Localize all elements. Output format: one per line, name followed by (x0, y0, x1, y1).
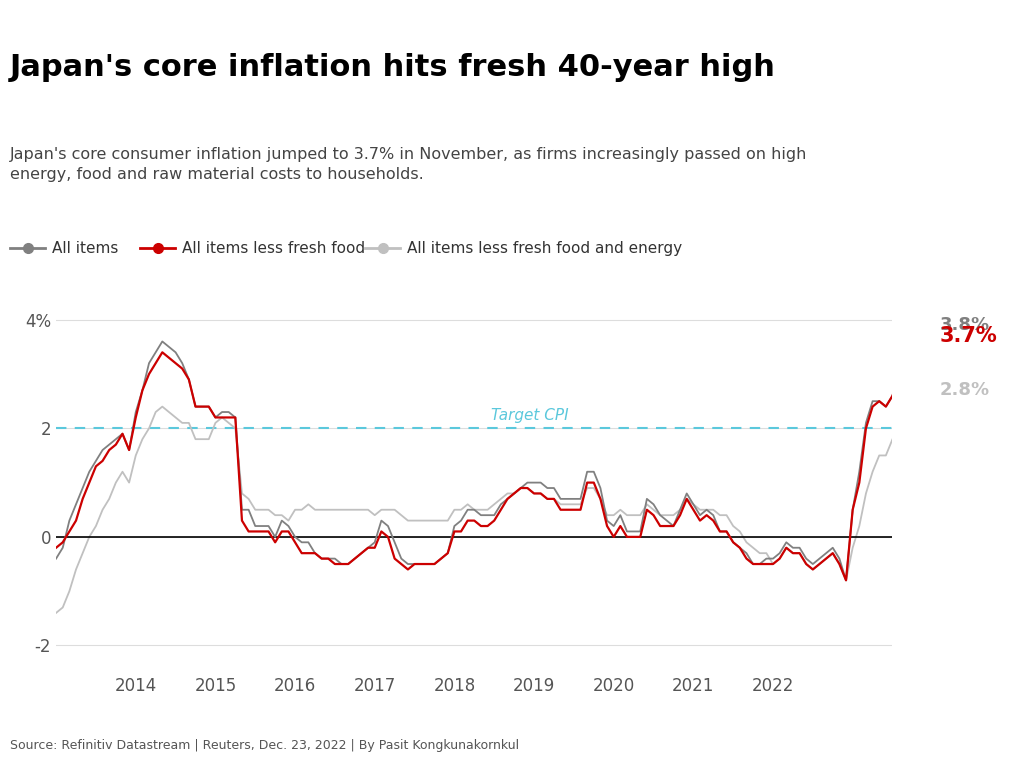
Text: Japan's core inflation hits fresh 40-year high: Japan's core inflation hits fresh 40-yea… (10, 53, 775, 82)
Text: 3.7%: 3.7% (940, 326, 997, 346)
Text: All items less fresh food: All items less fresh food (182, 241, 365, 256)
Text: images (1288×800): images (1288×800) (446, 18, 573, 31)
Text: Source: Refinitiv Datastream | Reuters, Dec. 23, 2022 | By Pasit Kongkunakornkul: Source: Refinitiv Datastream | Reuters, … (10, 739, 519, 752)
Text: 3.8%: 3.8% (940, 316, 989, 334)
Text: Japan's core consumer inflation jumped to 3.7% in November, as firms increasingl: Japan's core consumer inflation jumped t… (10, 147, 807, 182)
Text: All items: All items (52, 241, 118, 256)
Text: All items less fresh food and energy: All items less fresh food and energy (407, 241, 682, 256)
Text: Target CPI: Target CPI (490, 408, 569, 423)
Text: 2.8%: 2.8% (940, 382, 989, 399)
